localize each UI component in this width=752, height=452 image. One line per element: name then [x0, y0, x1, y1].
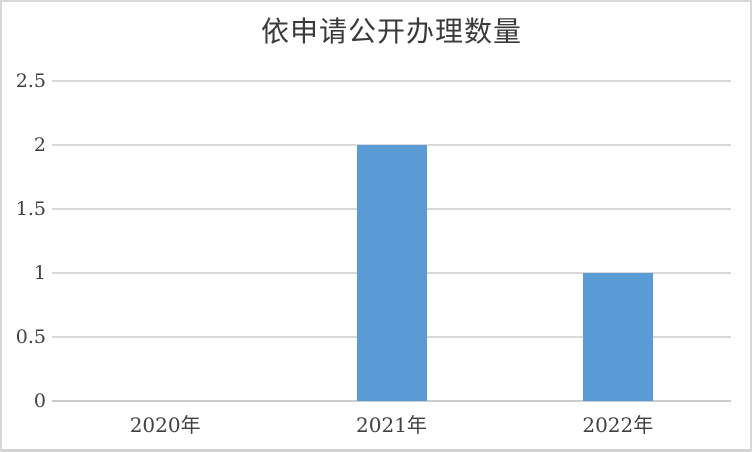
x-tick-label: 2021年 [356, 413, 427, 437]
x-tick-label: 2022年 [582, 413, 654, 437]
chart-title: 依申请公开办理数量 [260, 15, 522, 48]
bar-2022年 [582, 273, 653, 401]
y-tick-label: 0.5 [15, 326, 46, 348]
x-axis-line [52, 400, 731, 402]
y-tick-label: 0 [33, 390, 46, 412]
gridline [52, 80, 731, 82]
y-tick-label: 1 [33, 262, 46, 284]
bar-2021年 [356, 145, 427, 401]
y-tick-label: 1.5 [15, 198, 46, 220]
x-tick-label: 2020年 [129, 413, 201, 437]
y-tick-label: 2.5 [15, 70, 46, 92]
y-tick-label: 2 [33, 134, 46, 156]
